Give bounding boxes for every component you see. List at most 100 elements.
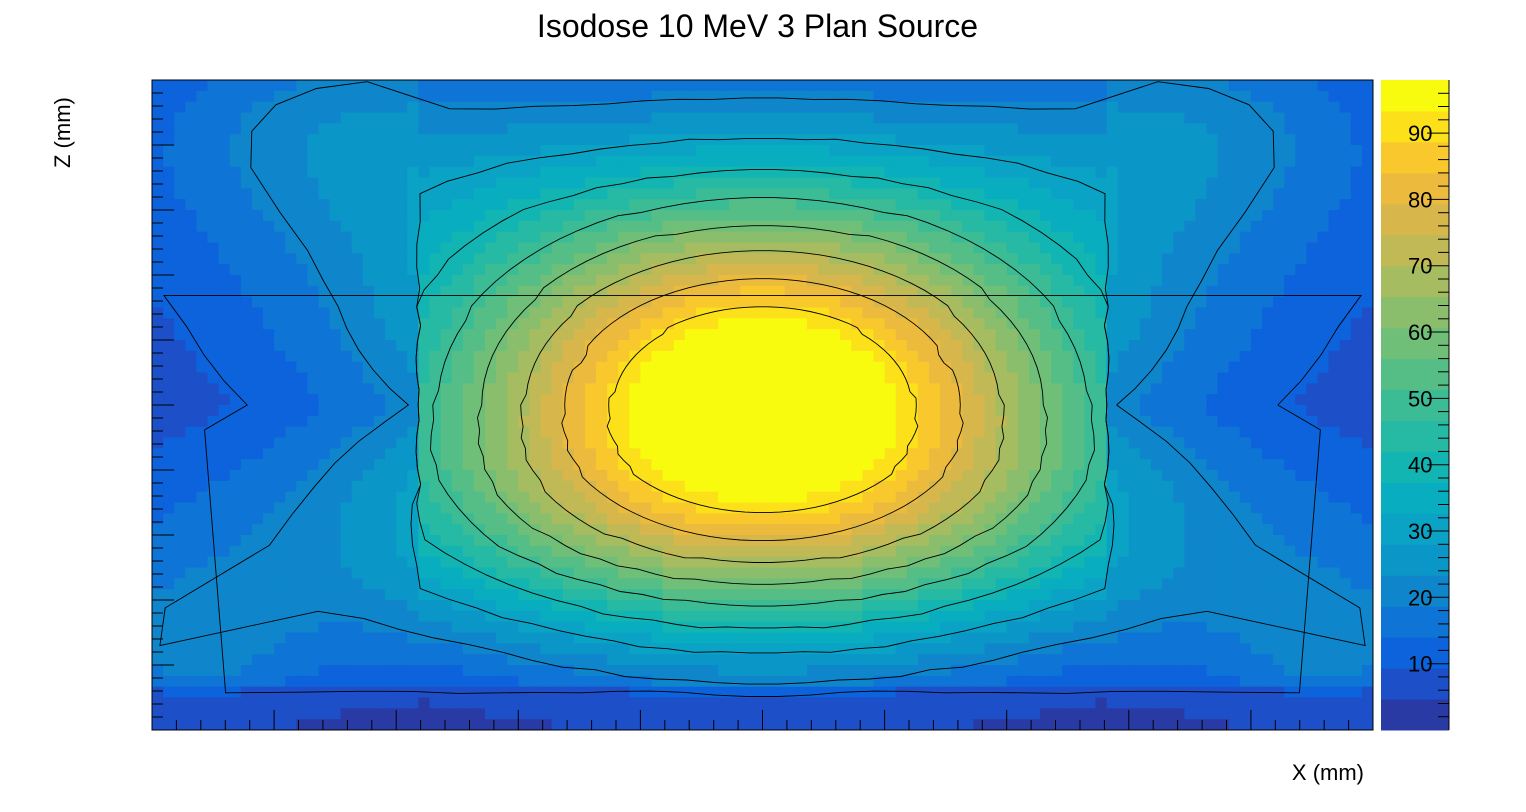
heatmap-cell <box>551 470 564 482</box>
heatmap-cell <box>229 253 242 265</box>
heatmap-cell <box>1028 112 1041 124</box>
heatmap-cell <box>407 264 419 276</box>
heatmap-cell <box>418 426 431 439</box>
heatmap-cell <box>1317 307 1330 319</box>
heatmap-cell <box>529 437 542 449</box>
heatmap-cell <box>473 242 486 254</box>
heatmap-cell <box>662 361 675 374</box>
heatmap-cell <box>496 123 508 135</box>
heatmap-cell <box>629 459 641 471</box>
heatmap-cell <box>1173 329 1185 341</box>
heatmap-cell <box>462 415 475 428</box>
heatmap-cell <box>374 307 386 319</box>
heatmap-cell <box>473 199 486 211</box>
heatmap-cell <box>1106 372 1119 384</box>
heatmap-cell <box>451 415 464 428</box>
heatmap-cell <box>973 340 986 352</box>
heatmap-cell <box>351 502 364 514</box>
heatmap-cell <box>795 459 808 471</box>
heatmap-cell <box>1062 264 1074 276</box>
heatmap-cell <box>1073 210 1085 222</box>
heatmap-cell <box>451 155 464 168</box>
heatmap-cell <box>1295 188 1307 200</box>
heatmap-cell <box>429 296 442 309</box>
heatmap-cell <box>906 480 919 493</box>
heatmap-cell <box>496 296 508 309</box>
heatmap-cell <box>362 426 375 439</box>
heatmap-cell <box>573 405 586 417</box>
heatmap-cell <box>407 448 419 460</box>
heatmap-cell <box>385 101 397 114</box>
heatmap-cell <box>551 394 564 406</box>
heatmap-cell <box>551 264 564 276</box>
heatmap-cell <box>1139 459 1152 471</box>
heatmap-cell <box>917 90 930 103</box>
heatmap-cell <box>1328 459 1341 471</box>
heatmap-cell <box>740 426 752 439</box>
heatmap-cell <box>651 329 664 341</box>
heatmap-cell <box>1128 264 1141 276</box>
heatmap-cell <box>1328 242 1341 254</box>
heatmap-cell <box>751 264 764 276</box>
heatmap-cell <box>1173 199 1185 211</box>
heatmap-cell <box>507 383 519 395</box>
heatmap-cell <box>1017 253 1030 265</box>
heatmap-cell <box>1273 459 1285 471</box>
heatmap-cell <box>695 253 708 265</box>
heatmap-cell <box>718 188 730 200</box>
heatmap-cell <box>196 90 209 103</box>
heatmap-cell <box>873 220 886 233</box>
heatmap-cell <box>163 535 175 547</box>
heatmap-cell <box>1040 329 1052 341</box>
heatmap-cell <box>929 329 941 341</box>
heatmap-cell <box>1173 415 1185 428</box>
heatmap-cell <box>1139 394 1152 406</box>
heatmap-cell <box>440 502 453 514</box>
heatmap-cell <box>229 166 242 179</box>
heatmap-cell <box>1062 350 1074 363</box>
heatmap-cell <box>229 556 242 569</box>
heatmap-cell <box>984 112 997 124</box>
heatmap-cell <box>618 220 630 233</box>
heatmap-cell <box>929 535 941 547</box>
heatmap-cell <box>1106 415 1119 428</box>
heatmap-cell <box>1339 394 1352 406</box>
heatmap-cell <box>995 556 1008 569</box>
heatmap-cell <box>1217 264 1230 276</box>
heatmap-cell <box>751 166 764 179</box>
heatmap-cell <box>518 340 530 352</box>
heatmap-cell <box>340 188 353 200</box>
heatmap-cell <box>1006 480 1019 493</box>
heatmap-cell <box>1117 340 1130 352</box>
heatmap-cell <box>873 361 886 374</box>
heatmap-cell <box>906 329 919 341</box>
heatmap-cell <box>1228 101 1241 114</box>
heatmap-cell <box>1262 101 1274 114</box>
heatmap-cell <box>751 80 764 92</box>
heatmap-cell <box>251 480 264 493</box>
heatmap-cell <box>1306 470 1319 482</box>
heatmap-cell <box>285 210 297 222</box>
heatmap-cell <box>1306 123 1319 135</box>
heatmap-cell <box>362 318 375 330</box>
heatmap-cell <box>929 285 941 298</box>
heatmap-cell <box>962 556 974 569</box>
heatmap-cell <box>418 545 431 558</box>
heatmap-cell <box>229 90 242 103</box>
heatmap-cell <box>1151 535 1163 547</box>
heatmap-cell <box>1284 361 1296 374</box>
heatmap-cell <box>496 491 508 504</box>
heatmap-cell <box>762 491 775 504</box>
heatmap-cell <box>362 166 375 179</box>
heatmap-cell <box>829 101 841 114</box>
heatmap-cell <box>429 155 442 168</box>
heatmap-cell <box>1184 448 1196 460</box>
heatmap-cell <box>1117 350 1130 363</box>
heatmap-cell <box>1273 329 1285 341</box>
heatmap-cell <box>507 340 519 352</box>
heatmap-cell <box>485 296 497 309</box>
heatmap-cell <box>973 502 986 514</box>
heatmap-cell <box>618 123 630 135</box>
heatmap-cell <box>385 545 397 558</box>
heatmap-cell <box>551 199 564 211</box>
